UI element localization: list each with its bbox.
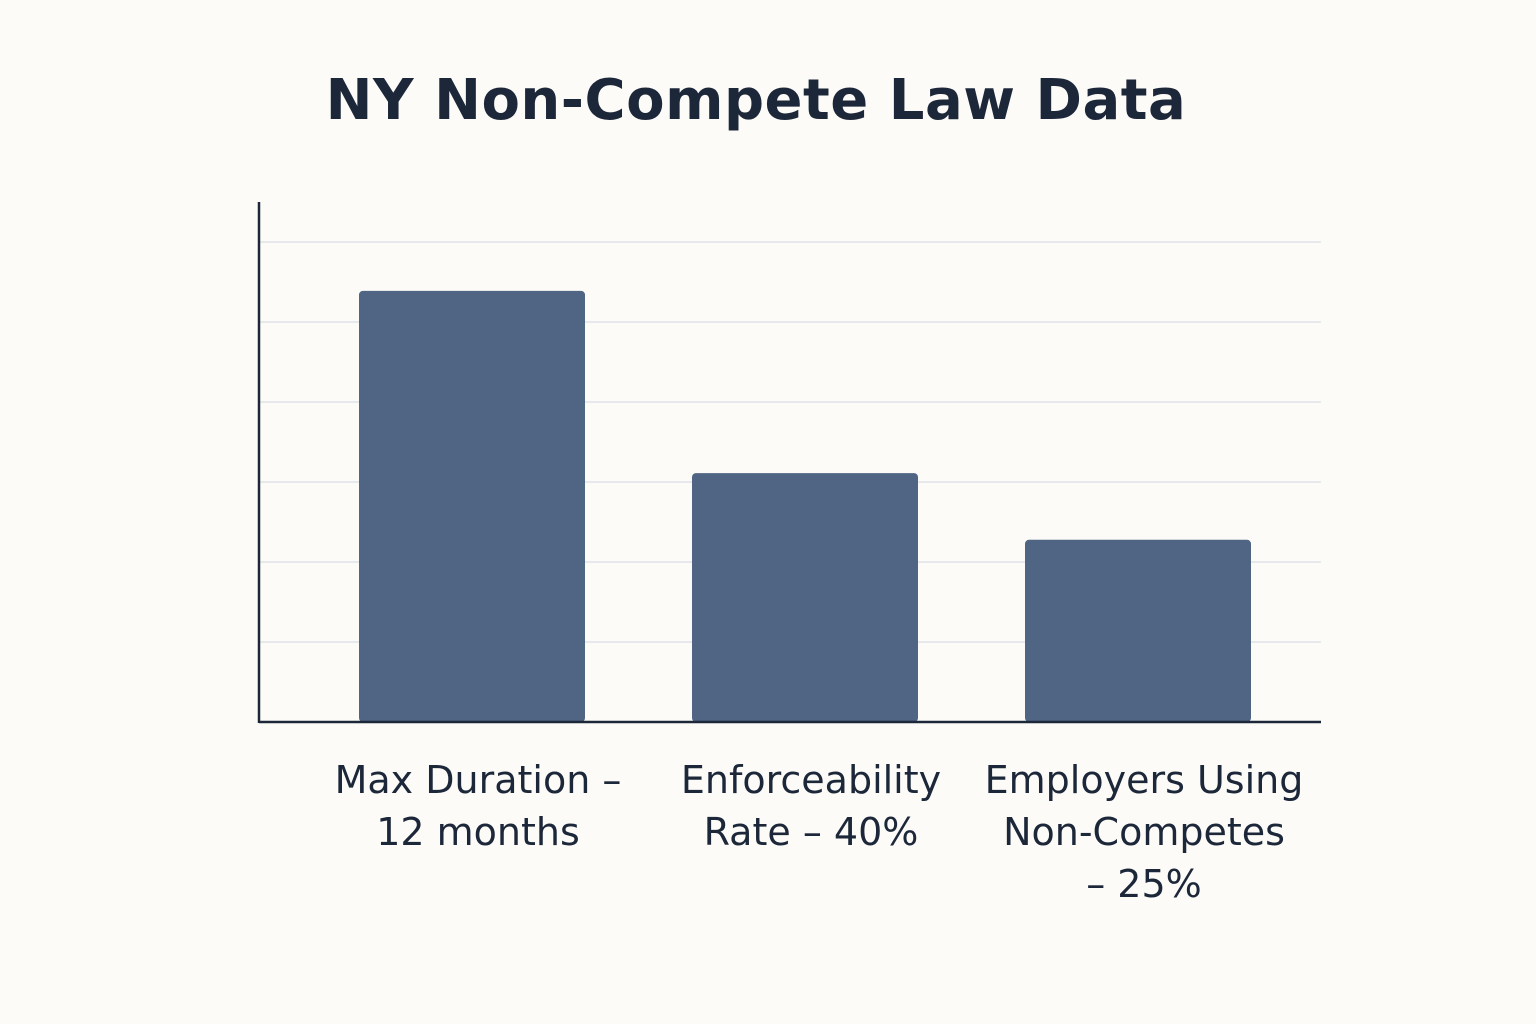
axes [257, 202, 1321, 724]
category-label-2: Employers Using Non-Competes – 25% [984, 758, 1304, 906]
chart-title: NY Non-Compete Law Data [325, 68, 1187, 133]
category-label-1: Enforceability Rate – 40% [680, 758, 942, 854]
bar-1 [692, 473, 918, 722]
bar-0 [359, 290, 585, 722]
bar-2 [1025, 539, 1251, 722]
bars [359, 290, 1251, 722]
category-label-0: Max Duration – 12 months [334, 758, 622, 854]
